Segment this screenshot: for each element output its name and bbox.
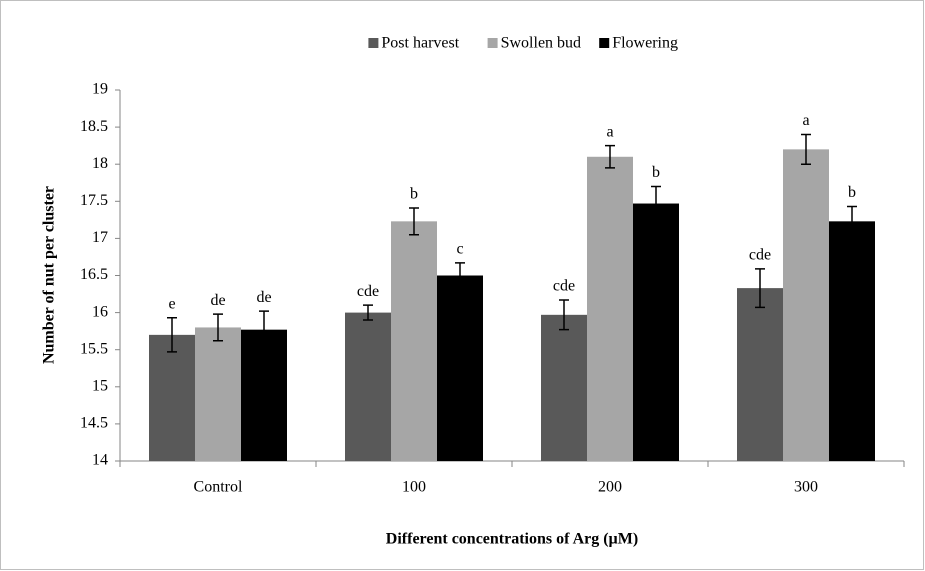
error-bar — [259, 310, 269, 349]
bar — [437, 275, 483, 461]
significance-letter: de — [210, 292, 225, 309]
y-tick-label: 17 — [92, 229, 108, 246]
legend-label: Flowering — [612, 35, 678, 52]
significance-letter: a — [606, 123, 613, 140]
significance-letter: a — [802, 112, 809, 129]
y-tick-label: 14 — [92, 452, 108, 469]
error-bar — [559, 299, 569, 331]
error-bar — [409, 207, 419, 236]
y-tick-label: 19 — [92, 81, 108, 98]
y-tick-label: 14.5 — [80, 415, 108, 432]
y-tick-label: 17.5 — [80, 192, 108, 209]
significance-letter: c — [456, 241, 463, 258]
legend-swatch — [599, 38, 610, 48]
legend-label: Post harvest — [381, 35, 459, 52]
bar — [149, 334, 195, 461]
error-bar — [363, 304, 373, 321]
bar — [633, 203, 679, 461]
y-tick-label: 16.5 — [80, 266, 108, 283]
significance-letter: b — [652, 164, 660, 181]
x-tick-label: 300 — [794, 479, 818, 496]
y-tick-label: 15 — [92, 377, 108, 394]
error-bar — [605, 144, 615, 169]
bar — [195, 327, 241, 461]
error-bar — [847, 205, 857, 237]
error-bar — [755, 268, 765, 309]
y-tick-label: 16 — [92, 303, 108, 320]
bar — [345, 312, 391, 461]
bar — [541, 314, 587, 461]
legend-swatch — [487, 38, 498, 48]
significance-letter: b — [410, 186, 418, 203]
bar — [783, 149, 829, 462]
error-bar — [167, 317, 177, 353]
bar — [587, 156, 633, 461]
significance-letter: cde — [749, 246, 771, 263]
y-axis-label: Number of nut per cluster — [41, 186, 58, 364]
bar — [241, 329, 287, 461]
significance-letter: e — [168, 295, 175, 312]
y-tick-label: 18 — [92, 155, 108, 172]
significance-letter: de — [256, 289, 271, 306]
significance-letter: cde — [553, 278, 575, 295]
y-tick-label: 15.5 — [80, 340, 108, 357]
error-bar — [455, 262, 465, 289]
bar — [737, 288, 783, 461]
x-axis-label: Different concentrations of Arg (µM) — [386, 531, 638, 548]
bar — [829, 221, 875, 461]
significance-letter: b — [848, 184, 856, 201]
bar — [391, 221, 437, 461]
y-tick-label: 18.5 — [80, 118, 108, 135]
legend-swatch — [368, 38, 379, 48]
error-bar — [213, 313, 223, 342]
legend-label: Swollen bud — [501, 35, 581, 52]
error-bar — [801, 133, 811, 165]
x-tick-label: 100 — [402, 479, 426, 496]
x-tick-label: Control — [194, 479, 243, 496]
error-bar — [651, 185, 661, 222]
significance-letter: cde — [357, 283, 379, 300]
x-tick-label: 200 — [598, 479, 622, 496]
